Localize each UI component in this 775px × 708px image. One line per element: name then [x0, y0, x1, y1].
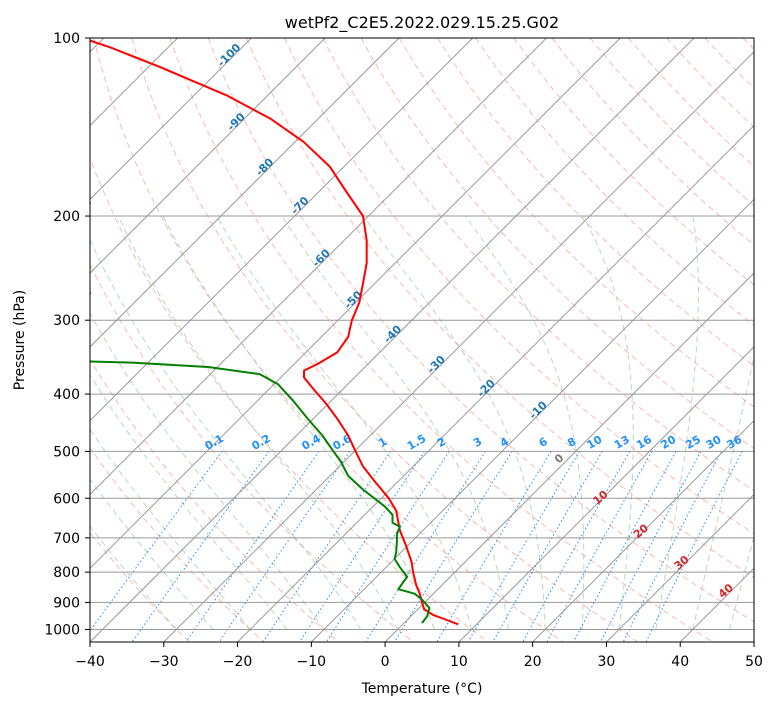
mixing-ratio-line: [436, 451, 552, 642]
dry-adiabat-line: [90, 358, 339, 642]
mixing-ratio-line: [573, 451, 677, 642]
mixing-ratio-line: [325, 451, 450, 642]
dry-adiabat-line: [589, 38, 754, 207]
y-tick-label: 700: [53, 531, 80, 547]
dry-adiabat-line: [93, 38, 564, 642]
dry-adiabat-line: [551, 38, 754, 246]
x-tick-label: 40: [671, 654, 689, 670]
axis-ticks: −40 −30 −20 −10 0 10 20 30 40 50 100 200 300 400 500 60…: [44, 31, 763, 670]
mixing-ratio-line: [522, 451, 631, 642]
mixing-ratio-line: [394, 451, 513, 642]
isotherm-line: [237, 124, 754, 642]
isotherm-line: [384, 272, 754, 642]
plot-area: -100-90-80-70-60-50-40-30-20-100.1 0.2 0.4…: [90, 38, 754, 642]
x-tick-label: −40: [75, 654, 105, 670]
temperature-profile-line: [90, 39, 459, 626]
y-axis-label: Pressure (hPa): [12, 290, 28, 390]
dry-adiabat-line: [245, 38, 754, 578]
x-tick-label: 30: [598, 654, 616, 670]
dewpoint-profile-line: [90, 201, 431, 624]
mixing-ratio-line: [622, 451, 722, 642]
y-tick-label: 1000: [44, 622, 80, 638]
isotherm-line: [90, 38, 326, 274]
mixing-ratio-line: [492, 451, 603, 642]
y-tick-label: 900: [53, 595, 80, 611]
dry-adiabat-line: [207, 38, 754, 623]
mixing-ratio-line: [546, 451, 653, 642]
isotherm-line: [606, 493, 754, 642]
x-tick-label: 10: [450, 654, 468, 670]
dry-adiabat-line: [398, 38, 754, 408]
isotherm-line: [163, 51, 754, 642]
y-tick-label: 500: [53, 444, 80, 460]
moist-adiabat-line: [90, 311, 325, 630]
isotherm-line: [90, 38, 252, 201]
mixing-ratio-line: [365, 451, 486, 642]
mixing-ratio-line: [185, 451, 320, 642]
isotherm-line: [90, 38, 547, 496]
mixing-ratio-line: [218, 451, 351, 642]
plot-frame: [89, 37, 755, 643]
moist-adiabat-line: [117, 215, 399, 630]
mixing-ratio-line: [467, 451, 581, 642]
dry-adiabat-line: [90, 447, 265, 642]
y-tick-label: 800: [53, 565, 80, 581]
x-tick-label: 20: [524, 654, 542, 670]
x-axis-label: Temperature (°C): [361, 681, 483, 697]
y-tick-label: 300: [53, 313, 80, 329]
isotherm-line: [532, 419, 754, 642]
y-tick-label: 100: [53, 31, 80, 47]
x-tick-label: −10: [297, 654, 327, 670]
mixing-ratio-line: [90, 451, 223, 632]
y-tick-label: 600: [53, 491, 80, 507]
isotherm-line: [90, 38, 695, 642]
isotherm-line: [310, 198, 754, 642]
dry-adiabat-line: [131, 38, 639, 642]
chart-title: wetPf2_C2E5.2022.029.15.25.G02: [285, 13, 559, 33]
y-tick-label: 400: [53, 387, 80, 403]
y-tick-label: 200: [53, 209, 80, 225]
dry-adiabat-line: [284, 38, 754, 535]
dry-adiabat-line: [90, 263, 414, 642]
dry-adiabat-line: [436, 38, 754, 367]
x-tick-label: −20: [223, 654, 253, 670]
mixing-ratio-line: [600, 451, 702, 642]
x-tick-label: 0: [381, 654, 390, 670]
x-tick-label: −30: [149, 654, 179, 670]
isotherm-line: [90, 38, 621, 569]
x-tick-label: 50: [745, 654, 763, 670]
isotherm-line: [90, 38, 474, 422]
isotherm-line: [458, 346, 754, 642]
